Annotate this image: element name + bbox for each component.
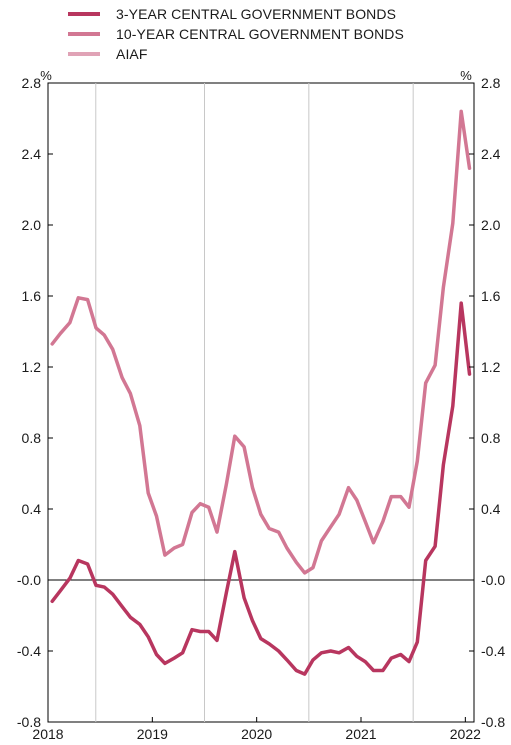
xtick-label-2: 2020 [241,726,272,742]
unit-left-label: % [40,68,52,83]
ytick-right-label-9: 2.8 [481,75,501,91]
ytick-left-label-4: 0.8 [22,430,42,446]
axes: -0.8 -0.8 -0.4 -0.4 -0.0 -0.0 0.4 0.4 0.8 0.8 1.2 1… [17,75,505,742]
ytick-right-label-0: -0.8 [481,714,505,730]
legend-label-aiaf: AIAF [116,46,148,62]
legend-item-10y: 10-YEAR CENTRAL GOVERNMENT BONDS [68,24,404,44]
ytick-left-label-2: -0.0 [17,572,41,588]
ytick-left-label-6: 1.6 [22,288,42,304]
xtick-label-1: 2019 [137,726,168,742]
ytick-left-label-0: -0.8 [17,714,41,730]
ytick-right-label-2: -0.0 [481,572,505,588]
legend-item-aiaf: AIAF [68,44,404,64]
ytick-left-label-3: 0.4 [22,501,42,517]
ytick-right-label-8: 2.4 [481,146,501,162]
ytick-left-label-9: 2.8 [22,75,42,91]
legend-swatch-10y [68,32,100,36]
ytick-left-label-5: 1.2 [22,359,42,375]
ytick-left-label-8: 2.4 [22,146,42,162]
year-separators [95,83,414,722]
ytick-right-label-4: 0.8 [481,430,501,446]
plot-frame [47,82,475,723]
unit-right-label: % [460,68,472,83]
legend-label-3y: 3-YEAR CENTRAL GOVERNMENT BONDS [116,6,397,22]
legend: 3-YEAR CENTRAL GOVERNMENT BONDS 10-YEAR … [68,4,404,64]
ytick-left-label-7: 2.0 [22,217,42,233]
ytick-left-label-1: -0.4 [17,643,41,659]
legend-item-3y: 3-YEAR CENTRAL GOVERNMENT BONDS [68,4,404,24]
ytick-right-label-3: 0.4 [481,501,501,517]
legend-swatch-aiaf [68,52,100,56]
ytick-right-label-6: 1.6 [481,288,501,304]
xtick-label-4: 2022 [450,726,481,742]
legend-swatch-3y [68,12,100,16]
series-lines [50,109,472,676]
legend-label-10y: 10-YEAR CENTRAL GOVERNMENT BONDS [116,26,404,42]
series-line-0 [50,301,472,676]
ytick-right-label-1: -0.4 [481,643,505,659]
xtick-label-0: 2018 [32,726,63,742]
plot-border [47,82,475,723]
ytick-right-label-5: 1.2 [481,359,501,375]
xtick-label-3: 2021 [345,726,376,742]
series-line-1 [50,109,472,575]
ytick-right-label-7: 2.0 [481,217,501,233]
